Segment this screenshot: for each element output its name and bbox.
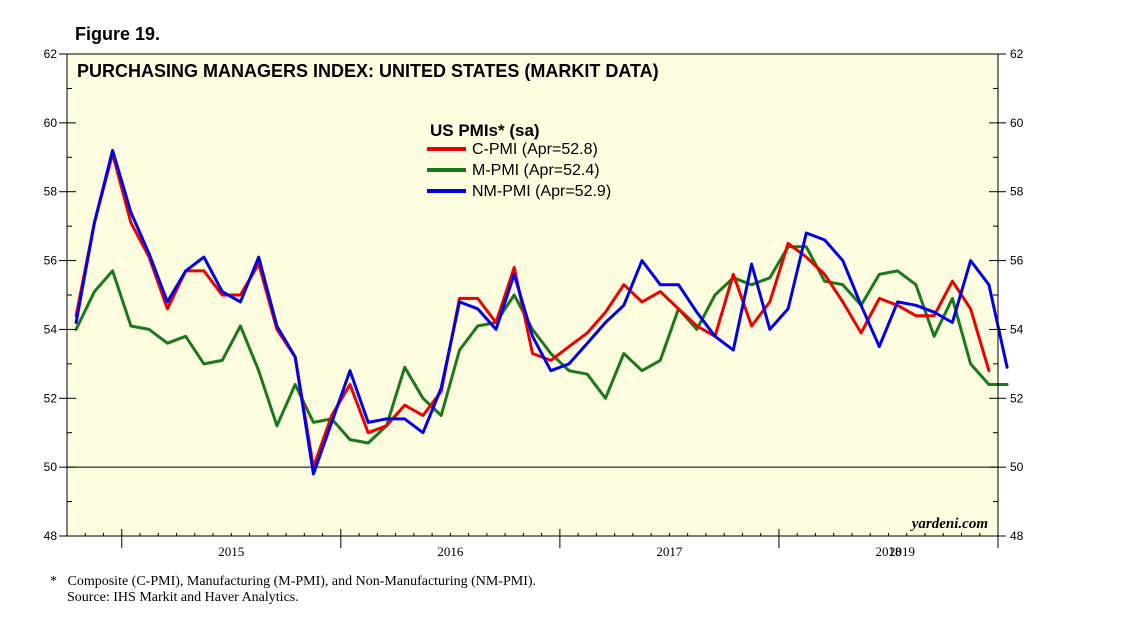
y-tick-label-left: 60	[44, 116, 58, 130]
y-tick-label-right: 52	[1010, 391, 1024, 405]
footnote-line-1: Composite (C-PMI), Manufacturing (M-PMI)…	[67, 574, 537, 589]
legend-label-nm-pmi: NM-PMI (Apr=52.9)	[472, 183, 611, 200]
y-tick-label-left: 50	[44, 460, 58, 474]
pmi-line-chart: 48 48 50 50 52 52 54 54 56 56 58 58 60 60 62 62 2015 2016…	[44, 47, 1024, 559]
footnote: * Composite (C-PMI), Manufacturing (M-PM…	[50, 574, 536, 606]
y-tick-label-right: 58	[1010, 185, 1024, 199]
y-tick-label-right: 62	[1010, 47, 1024, 61]
legend: C-PMI (Apr=52.8) M-PMI (Apr=52.4) NM-PMI (…	[427, 141, 611, 200]
x-tick-label: 2016	[437, 544, 464, 559]
x-tick-label: 2018	[875, 544, 901, 559]
y-tick-label-left: 48	[44, 529, 58, 543]
x-tick-label: 2017	[656, 544, 683, 559]
y-tick-label-right: 48	[1010, 529, 1024, 543]
y-tick-label-right: 54	[1010, 322, 1024, 336]
y-tick-label-right: 60	[1010, 116, 1024, 130]
x-tick-label: 2015	[218, 544, 244, 559]
x-tick-label: 2019	[889, 544, 915, 559]
y-tick-label-left: 58	[44, 185, 58, 199]
watermark: yardeni.com	[910, 516, 988, 532]
y-tick-label-left: 52	[44, 391, 58, 405]
legend-label-m-pmi: M-PMI (Apr=52.4)	[472, 162, 600, 179]
footnote-line-2: Source: IHS Markit and Haver Analytics.	[67, 590, 299, 605]
series-line-m-pmi	[74, 245, 1009, 445]
y-tick-label-left: 56	[44, 254, 58, 268]
figure-label: Figure 19.	[75, 24, 161, 44]
series-line-nm-pmi	[74, 148, 1009, 476]
chart-title: PURCHASING MANAGERS INDEX: UNITED STATES…	[77, 61, 659, 81]
y-tick-label-left: 54	[44, 322, 58, 336]
footnote-marker: *	[50, 574, 57, 589]
y-tick-label-right: 50	[1010, 460, 1024, 474]
y-tick-label-right: 56	[1010, 254, 1024, 268]
legend-title: US PMIs* (sa)	[430, 121, 540, 140]
y-tick-label-left: 62	[44, 47, 58, 61]
legend-label-c-pmi: C-PMI (Apr=52.8)	[472, 141, 598, 158]
